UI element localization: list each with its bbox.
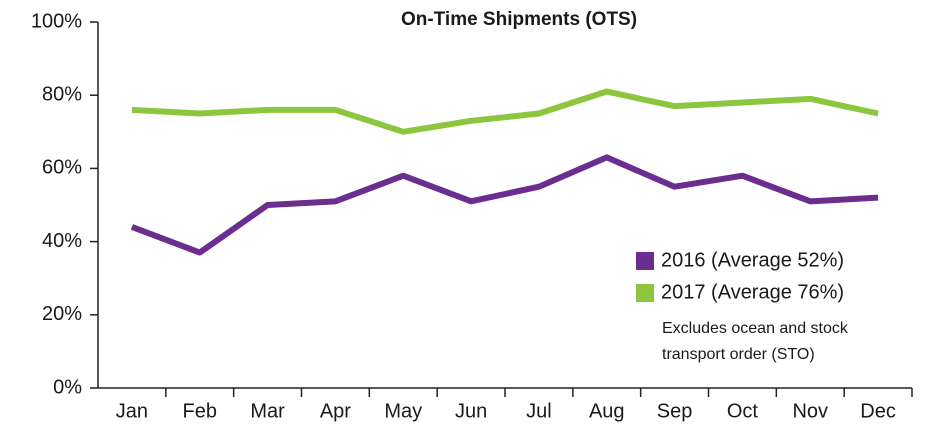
x-tick-label: Aug bbox=[589, 400, 625, 422]
x-tick-label: Dec bbox=[860, 400, 896, 422]
series-line bbox=[131, 88, 879, 135]
x-tick-label: Jun bbox=[455, 400, 487, 422]
x-tick-label: Jul bbox=[526, 400, 552, 422]
x-tick-label: Apr bbox=[320, 400, 351, 422]
y-tick-label: 0% bbox=[53, 376, 82, 398]
annotation: Excludes ocean and stock bbox=[662, 320, 849, 337]
x-tick-label: Oct bbox=[727, 400, 759, 422]
chart-title: On-Time Shipments (OTS) bbox=[401, 9, 637, 30]
series-line bbox=[130, 154, 879, 256]
x-tick-label: May bbox=[384, 400, 422, 422]
x-tick-label: Mar bbox=[250, 400, 285, 422]
y-tick-label: 40% bbox=[42, 230, 82, 252]
y-tick-label: 20% bbox=[42, 303, 82, 325]
legend-label: 2016 (Average 52%) bbox=[661, 249, 844, 271]
x-tick-label: Sep bbox=[657, 400, 693, 422]
legend-label: 2017 (Average 76%) bbox=[661, 281, 844, 303]
x-tick-label: Nov bbox=[792, 400, 828, 422]
y-tick-label: 80% bbox=[42, 83, 82, 105]
legend-swatch bbox=[636, 252, 654, 270]
legend-swatch bbox=[636, 284, 654, 302]
x-tick-label: Feb bbox=[183, 400, 217, 422]
annotation: transport order (STO) bbox=[662, 346, 815, 363]
y-tick-label: 60% bbox=[42, 157, 82, 179]
x-tick-label: Jan bbox=[116, 400, 148, 422]
y-tick-label: 100% bbox=[31, 10, 82, 32]
